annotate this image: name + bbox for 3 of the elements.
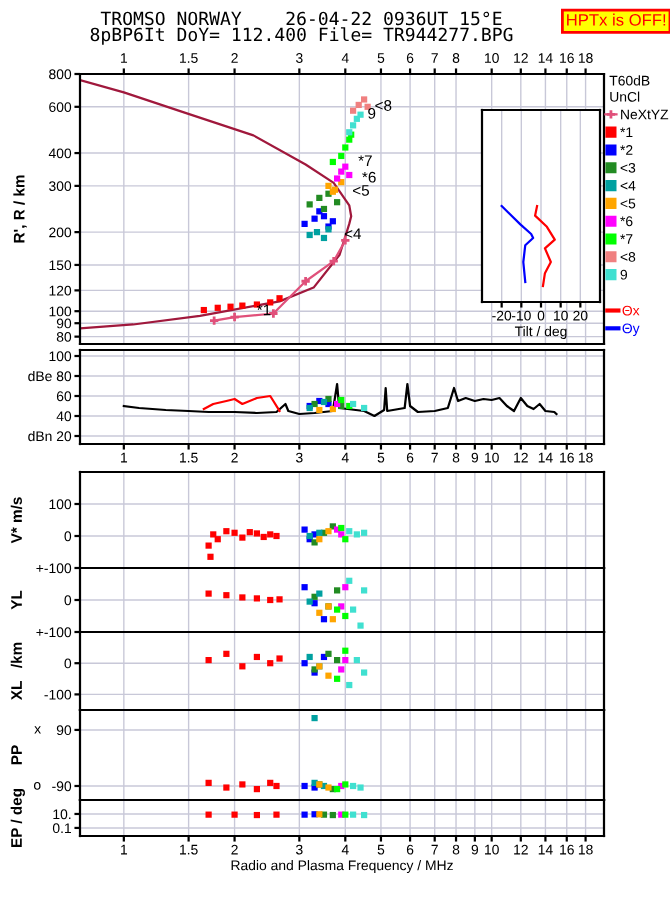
text: HPTx is OFF! xyxy=(567,13,666,26)
chart-subtitle: 8pBP6It DoY= 112.400 File= TR944277.BPG xyxy=(90,27,513,45)
chart-title: TROMSO NORWAY 26-04-22 0936UT 15°E xyxy=(100,11,502,26)
